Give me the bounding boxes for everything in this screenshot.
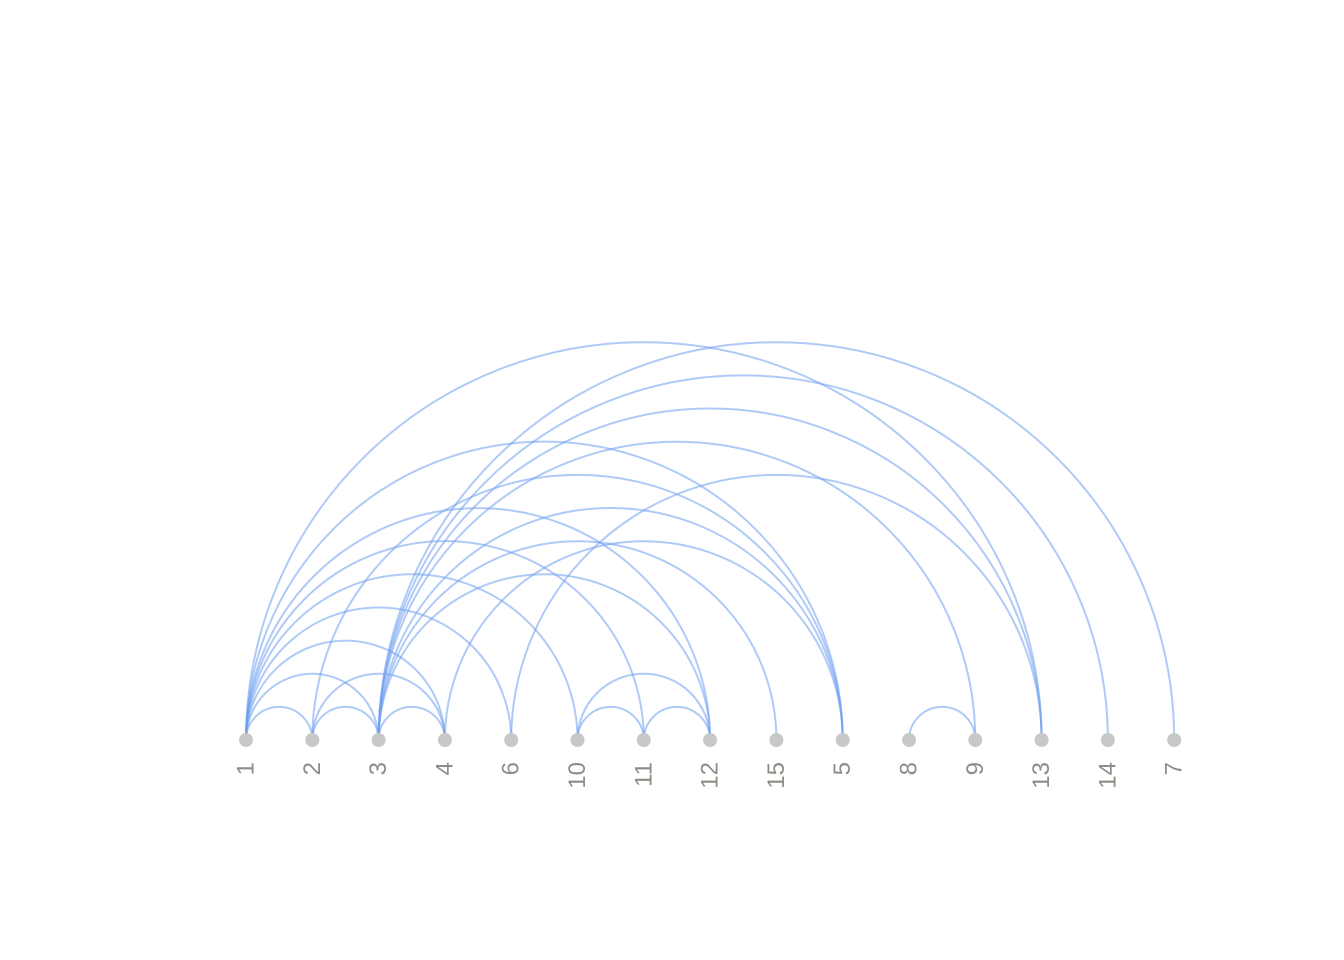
node-7 bbox=[1167, 733, 1182, 747]
edge-3-5 bbox=[377, 506, 844, 741]
edge-4-5 bbox=[443, 540, 844, 741]
node-8 bbox=[902, 733, 916, 747]
edge-6-13 bbox=[510, 473, 1043, 741]
node-label-10: 10 bbox=[564, 762, 591, 789]
edge-10-12 bbox=[576, 672, 712, 741]
edge-1-12 bbox=[245, 506, 712, 741]
node-label-11: 11 bbox=[630, 762, 657, 787]
edge-1-10 bbox=[245, 573, 579, 741]
node-labels: 1 2 3 4 6 10 11 12 15 5 8 9 13 14 7 bbox=[233, 762, 1188, 789]
edge-10-11 bbox=[576, 705, 645, 741]
edge-1-5 bbox=[245, 440, 844, 741]
node-2 bbox=[305, 733, 320, 747]
node-4 bbox=[437, 733, 452, 747]
node-14 bbox=[1100, 733, 1115, 747]
node-label-1: 1 bbox=[233, 762, 260, 775]
edge-1-2 bbox=[245, 705, 314, 741]
node-label-4: 4 bbox=[431, 762, 458, 775]
edge-1-6 bbox=[245, 606, 513, 741]
edge-3-15 bbox=[377, 540, 778, 741]
node-6 bbox=[504, 733, 519, 747]
node-label-7: 7 bbox=[1161, 762, 1188, 775]
node-13 bbox=[1034, 733, 1049, 747]
node-label-3: 3 bbox=[365, 762, 392, 775]
node-label-14: 14 bbox=[1094, 762, 1121, 789]
node-10 bbox=[570, 733, 585, 747]
edge-11-12 bbox=[642, 705, 712, 741]
node-1 bbox=[239, 733, 253, 747]
edge-3-12 bbox=[377, 573, 712, 741]
node-5 bbox=[835, 733, 850, 747]
node-label-8: 8 bbox=[896, 762, 923, 775]
edge-1-3 bbox=[245, 672, 380, 741]
node-3 bbox=[371, 733, 386, 747]
node-label-12: 12 bbox=[697, 762, 724, 789]
node-9 bbox=[968, 733, 983, 747]
edge-2-4 bbox=[311, 672, 446, 741]
node-12 bbox=[703, 733, 718, 747]
edge-3-7 bbox=[377, 341, 1176, 741]
node-label-6: 6 bbox=[498, 762, 525, 775]
node-11 bbox=[636, 733, 651, 747]
node-label-9: 9 bbox=[962, 762, 989, 775]
node-label-15: 15 bbox=[763, 762, 790, 789]
edge-3-4 bbox=[377, 705, 446, 741]
node-label-2: 2 bbox=[299, 762, 326, 775]
edge-8-9 bbox=[908, 705, 977, 741]
edge-3-13 bbox=[377, 407, 1043, 741]
node-15 bbox=[769, 733, 784, 747]
arc-edges bbox=[245, 341, 1176, 741]
edge-2-3 bbox=[311, 705, 380, 741]
node-label-13: 13 bbox=[1028, 762, 1055, 789]
edge-3-14 bbox=[377, 374, 1109, 741]
edge-1-13 bbox=[245, 341, 1043, 741]
edge-3-9 bbox=[377, 440, 977, 741]
edge-2-5 bbox=[311, 473, 844, 741]
diagram-nodes bbox=[239, 733, 1182, 747]
node-label-5: 5 bbox=[829, 762, 856, 775]
edge-1-4 bbox=[245, 639, 446, 741]
